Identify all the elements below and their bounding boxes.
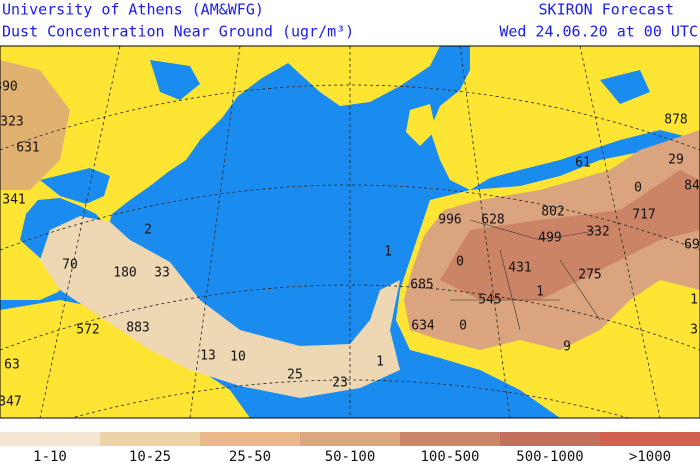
map-value-label: 1 — [384, 245, 392, 260]
map-value-label: 23 — [332, 376, 348, 391]
map-value-label: 802 — [541, 205, 564, 220]
map-frame — [0, 45, 700, 419]
map-value-label: 3 — [690, 323, 698, 338]
land-south-america — [0, 300, 250, 418]
graticule — [0, 84, 700, 151]
borders — [450, 219, 601, 331]
map-value-label: 1 — [376, 355, 384, 370]
map-value-label: 84 — [684, 179, 700, 194]
header-title: University of Athens (AM&WFG) — [2, 1, 264, 19]
graticule — [0, 184, 700, 251]
map-value-label: 180 — [113, 266, 136, 281]
header-product: SKIRON Forecast — [539, 1, 674, 19]
map-value-label: 634 — [411, 319, 435, 334]
map-value-label: 996 — [438, 213, 461, 228]
legend-label: 25-50 — [229, 449, 271, 464]
map-value-label: 25 — [287, 368, 303, 383]
legend-label: 100-500 — [420, 449, 479, 464]
map-value-label: 61 — [575, 156, 591, 171]
map-value-label: 347 — [0, 395, 22, 410]
lake — [150, 60, 200, 100]
map-value-label: 628 — [481, 213, 504, 228]
legend-swatch — [400, 432, 500, 446]
map-value-label: 63 — [4, 358, 20, 373]
map-value-label: 0 — [459, 319, 467, 334]
gulf-of-mexico — [40, 168, 110, 204]
land-north-america — [0, 46, 300, 300]
legend-label: 10-25 — [129, 449, 171, 464]
land-greenland — [270, 46, 440, 106]
map-value-label: 332 — [586, 225, 609, 240]
sea-baltic — [600, 70, 650, 104]
legend-swatch — [500, 432, 600, 446]
map-value-label: 1 — [690, 293, 698, 308]
legend-swatch — [600, 432, 700, 446]
legend: 1-10 10-25 25-50 50-100 100-500 500-1000 >1000 — [0, 432, 700, 464]
map-value-label: 33 — [154, 266, 170, 281]
graticule — [189, 46, 241, 418]
map-value-label: 323 — [0, 115, 23, 130]
legend-label: 500-1000 — [516, 449, 583, 464]
map-value-label: 275 — [578, 268, 601, 283]
land-british-isles — [406, 104, 436, 146]
map-value-label: 883 — [126, 321, 149, 336]
map-value-label: 29 — [668, 153, 684, 168]
dust-plume — [40, 216, 400, 398]
graticule — [459, 46, 511, 418]
map-value-label: 10 — [230, 350, 246, 365]
map-value-label: 631 — [16, 141, 39, 156]
map-value-label: 0 — [634, 181, 642, 196]
map-value-label: 878 — [664, 113, 687, 128]
dust-west — [0, 60, 70, 190]
map-value-label: 70 — [62, 258, 78, 273]
map-value-label: 2 — [144, 223, 152, 238]
map-value-label: 545 — [478, 293, 501, 308]
map-value-label: 685 — [410, 278, 433, 293]
map-value-label: 0 — [456, 255, 464, 270]
map: 3903236313412701803357288363131025231347… — [0, 46, 700, 418]
map-value-label: 69 — [684, 238, 700, 253]
legend-swatch — [100, 432, 200, 446]
map-value-label: 572 — [76, 323, 99, 338]
legend-label: 1-10 — [33, 449, 67, 464]
legend-swatch — [200, 432, 300, 446]
legend-swatch — [300, 432, 400, 446]
map-value-label: 341 — [2, 193, 25, 208]
legend-label: >1000 — [629, 449, 671, 464]
map-value-label: 13 — [200, 349, 216, 364]
map-value-label: 717 — [632, 208, 655, 223]
header-date: Wed 24.06.20 at 00 UTC — [499, 23, 698, 41]
map-value-label: 390 — [0, 80, 18, 95]
graticule — [0, 284, 700, 351]
legend-swatch — [0, 432, 100, 446]
map-value-label: 499 — [538, 231, 561, 246]
map-value-label: 1 — [536, 285, 544, 300]
map-value-label: 9 — [563, 340, 571, 355]
legend-label: 50-100 — [325, 449, 376, 464]
graticule — [70, 379, 630, 418]
header-subtitle: Dust Concentration Near Ground (ugr/m³) — [2, 23, 354, 41]
map-labels: 3903236313412701803357288363131025231347… — [0, 80, 700, 410]
map-value-label: 431 — [508, 261, 531, 276]
